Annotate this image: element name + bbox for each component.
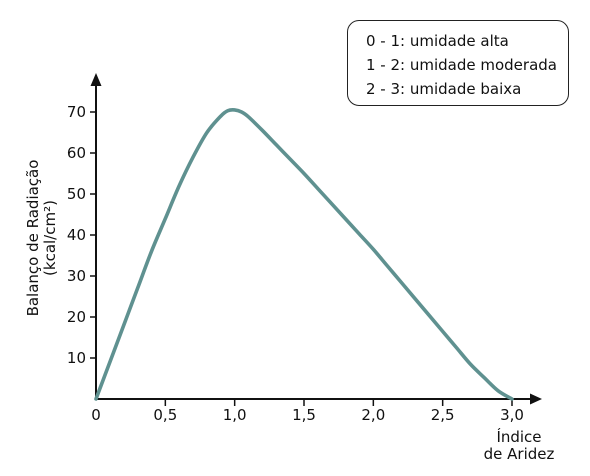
y-axis-arrowhead [90, 73, 102, 86]
legend-item-umidade-baixa: 2 - 3: umidade baixa [366, 80, 522, 98]
y-tick-label: 30 [67, 267, 86, 285]
y-tick-label: 70 [67, 103, 86, 121]
x-tick-label: 0 [91, 406, 101, 424]
y-tick-label: 50 [67, 185, 86, 203]
y-axis-title-line-1: Balanço de Radiação [24, 160, 42, 317]
x-tick-label: 3,0 [500, 406, 524, 424]
axis-ticks: 0 0,5 1,0 1,5 2,0 2,5 3,0 10 20 30 40 50 60 70 [67, 103, 524, 424]
y-tick-label: 40 [67, 226, 86, 244]
axes [90, 73, 542, 405]
y-tick-label: 10 [67, 349, 86, 367]
legend-box: 0 - 1: umidade alta 1 - 2: umidade moder… [347, 20, 569, 106]
x-tick-label: 0,5 [153, 406, 177, 424]
legend-item-umidade-moderada: 1 - 2: umidade moderada [366, 56, 557, 74]
x-axis-title-line-1: Índice [496, 427, 541, 446]
series-line [94, 108, 514, 401]
legend-item-umidade-alta: 0 - 1: umidade alta [366, 32, 509, 50]
y-tick-label: 60 [67, 144, 86, 162]
y-axis-title: Balanço de Radiação (kcal/cm²) [24, 160, 59, 317]
x-axis-arrowhead [530, 393, 542, 405]
x-axis-title-line-2: de Aridez [484, 445, 555, 463]
y-tick-label: 20 [67, 308, 86, 326]
x-tick-label: 1,0 [223, 406, 247, 424]
y-axis-title-line-2: (kcal/cm²) [41, 200, 59, 276]
x-tick-label: 1,5 [292, 406, 316, 424]
x-tick-label: 2,5 [431, 406, 455, 424]
x-tick-label: 2,0 [361, 406, 385, 424]
